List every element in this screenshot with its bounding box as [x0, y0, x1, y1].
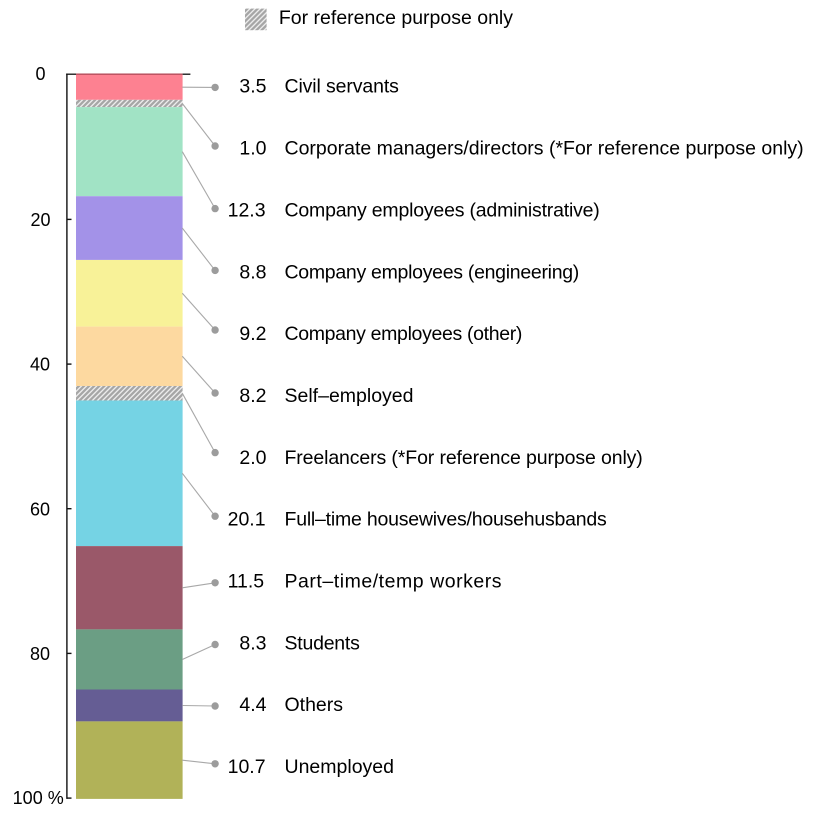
svg-text:Freelancers (*For reference pu: Freelancers (*For reference purpose only…	[285, 447, 643, 469]
svg-text:9.2: 9.2	[239, 323, 266, 345]
svg-text:Self–employed: Self–employed	[285, 385, 414, 407]
svg-text:Company employees (other): Company employees (other)	[285, 323, 523, 345]
svg-text:8.3: 8.3	[239, 632, 266, 654]
svg-text:4.4: 4.4	[239, 694, 266, 716]
svg-text:Civil servants: Civil servants	[285, 76, 400, 98]
svg-text:Company employees (engineering: Company employees (engineering)	[285, 261, 580, 283]
svg-text:1.0: 1.0	[239, 138, 266, 160]
svg-text:2.0: 2.0	[239, 447, 266, 469]
svg-text:Company employees (administrat: Company employees (administrative)	[285, 199, 600, 221]
svg-text:8.8: 8.8	[239, 261, 266, 283]
svg-text:Corporate managers/directors (: Corporate managers/directors (*For refer…	[285, 138, 804, 160]
svg-text:8.2: 8.2	[239, 385, 266, 407]
svg-text:For reference purpose only: For reference purpose only	[279, 7, 513, 29]
svg-text:20.1: 20.1	[228, 509, 266, 531]
svg-text:Part–time/temp workers: Part–time/temp workers	[285, 571, 503, 593]
svg-text:11.5: 11.5	[228, 571, 265, 593]
svg-text:60: 60	[30, 499, 50, 519]
svg-text:100 %: 100 %	[13, 788, 64, 808]
svg-text:Unemployed: Unemployed	[285, 756, 394, 778]
svg-text:0: 0	[35, 64, 45, 84]
svg-text:10.7: 10.7	[228, 756, 266, 778]
svg-text:Others: Others	[285, 694, 344, 716]
svg-text:40: 40	[30, 355, 50, 375]
svg-text:Full–time housewives/househusb: Full–time housewives/househusbands	[285, 509, 608, 531]
svg-text:20: 20	[30, 210, 50, 230]
svg-text:Students: Students	[285, 632, 361, 654]
svg-text:12.3: 12.3	[228, 199, 266, 221]
svg-text:80: 80	[30, 644, 50, 664]
svg-text:3.5: 3.5	[239, 76, 266, 98]
